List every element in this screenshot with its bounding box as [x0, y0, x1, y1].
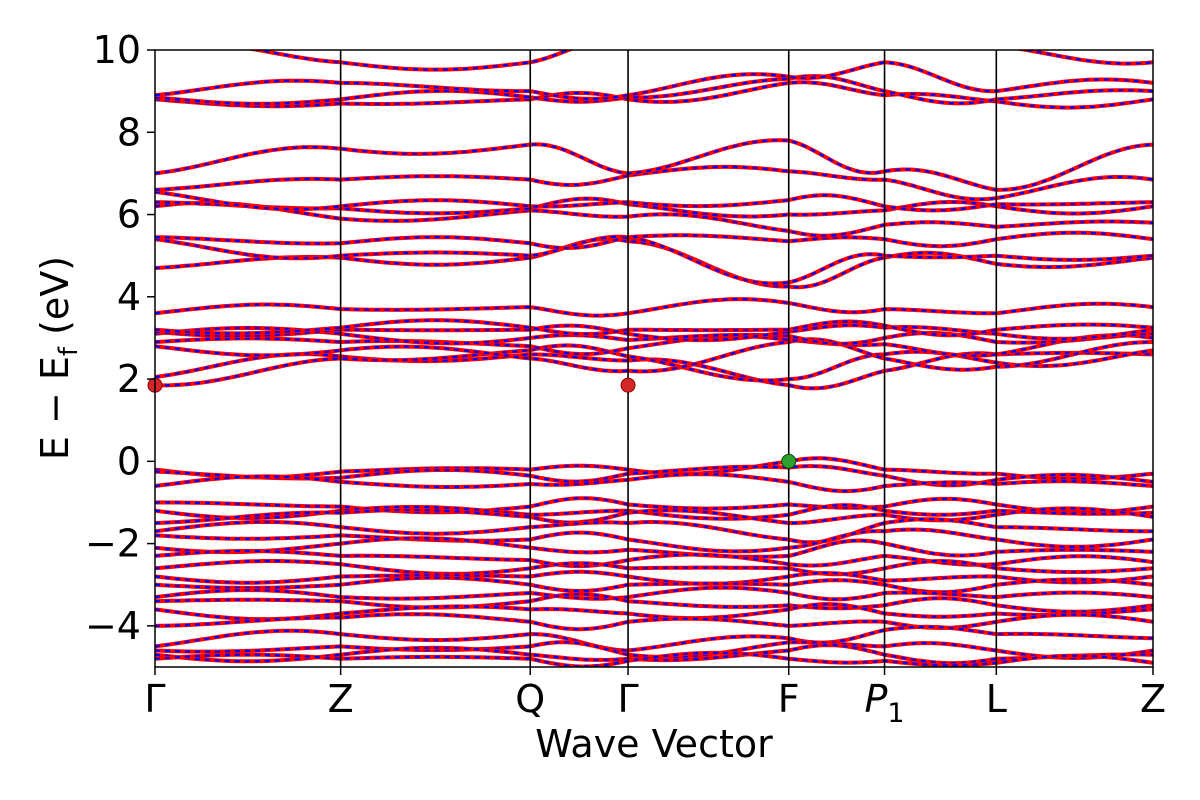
band-line-v5: [155, 503, 1153, 521]
x-tick-label-text: Γ: [617, 677, 638, 721]
band-line-v6: [155, 506, 1153, 525]
y-tick-label: −4: [85, 604, 141, 648]
band-line-v15: [155, 592, 1153, 614]
x-tick-label-text: P: [864, 677, 887, 721]
band-dash-c10: [155, 235, 1153, 285]
x-tick-label-2: Q: [515, 677, 545, 721]
x-tick-label-text: Z: [1140, 677, 1166, 721]
band-dash-c2: [155, 344, 1153, 387]
x-tick-label-text: Q: [515, 677, 545, 721]
band-line-c7: [155, 318, 1153, 338]
vbm-marker-0: [781, 453, 797, 469]
x-tick-label-subscript: 1: [887, 698, 904, 729]
y-tick-label: 0: [117, 439, 141, 483]
band-line-c17: [155, 80, 1153, 110]
y-tick-label: 8: [117, 110, 141, 154]
band-dash-c3: [155, 338, 1153, 373]
band-dash-c19: [155, 61, 1153, 101]
band-line-v14: [155, 585, 1153, 602]
x-tick-label-text: F: [778, 677, 800, 721]
band-line-c14: [155, 189, 1153, 213]
y-axis-title-sub: f: [54, 346, 84, 356]
plot-frame: [154, 49, 1154, 668]
band-line-c11: [155, 230, 1153, 250]
y-tick-label: −2: [85, 522, 141, 566]
band-line-v7: [155, 517, 1153, 545]
y-tick-label: 2: [117, 357, 141, 401]
x-axis-ticks: Γ Z Q Γ F P1 L Z: [144, 667, 1166, 729]
y-axis-title-unit: (eV): [33, 256, 77, 347]
y-tick-label: 4: [117, 275, 141, 319]
x-tick-label-text: Γ: [144, 677, 165, 721]
y-tick-label: 10: [93, 28, 141, 72]
band-line-c15: [155, 164, 1153, 202]
band-line-c18: [155, 74, 1153, 106]
x-tick-label-4: F: [778, 677, 800, 721]
band-line-v21: [155, 650, 1153, 667]
band-dash-v20: [155, 643, 1153, 665]
y-axis-ticks: −4 −2 0 2 4 6 8 10: [85, 28, 155, 648]
band-line-v11: [155, 559, 1153, 577]
band-line-c5: [155, 325, 1153, 346]
k-path-lines: [339, 50, 998, 667]
x-tick-label-3: Γ: [617, 677, 638, 721]
y-axis-title-main: E − E: [33, 356, 77, 460]
band-line-c12: [155, 200, 1153, 238]
band-line-v13: [155, 575, 1153, 595]
x-tick-label-1: Z: [328, 677, 354, 721]
band-line-c20: [247, 50, 1153, 72]
y-tick-label: 6: [117, 193, 141, 237]
band-line-v17: [155, 612, 1153, 632]
x-tick-label-text: Z: [328, 677, 354, 721]
x-axis-title: Wave Vector: [535, 722, 773, 766]
x-tick-label-7: Z: [1140, 677, 1166, 721]
band-dash-c16: [155, 139, 1153, 192]
x-tick-label-6: L: [986, 677, 1007, 721]
x-tick-label-5: P1: [864, 677, 904, 729]
band-dash-c1: [155, 351, 1153, 390]
band-line-v18: [155, 624, 1153, 653]
band-line-c8: [155, 297, 1153, 318]
band-line-v8: [155, 527, 1153, 554]
x-tick-label-0: Γ: [144, 677, 165, 721]
bands-layer: [155, 50, 1153, 667]
band-line-c13: [155, 196, 1153, 219]
x-tick-label-text: L: [986, 677, 1007, 721]
band-dash-v3: [155, 472, 1153, 493]
y-axis-title: E − Ef (eV): [33, 256, 84, 460]
band-dash-v10: [155, 549, 1153, 568]
cbm-marker-1: [620, 377, 636, 393]
